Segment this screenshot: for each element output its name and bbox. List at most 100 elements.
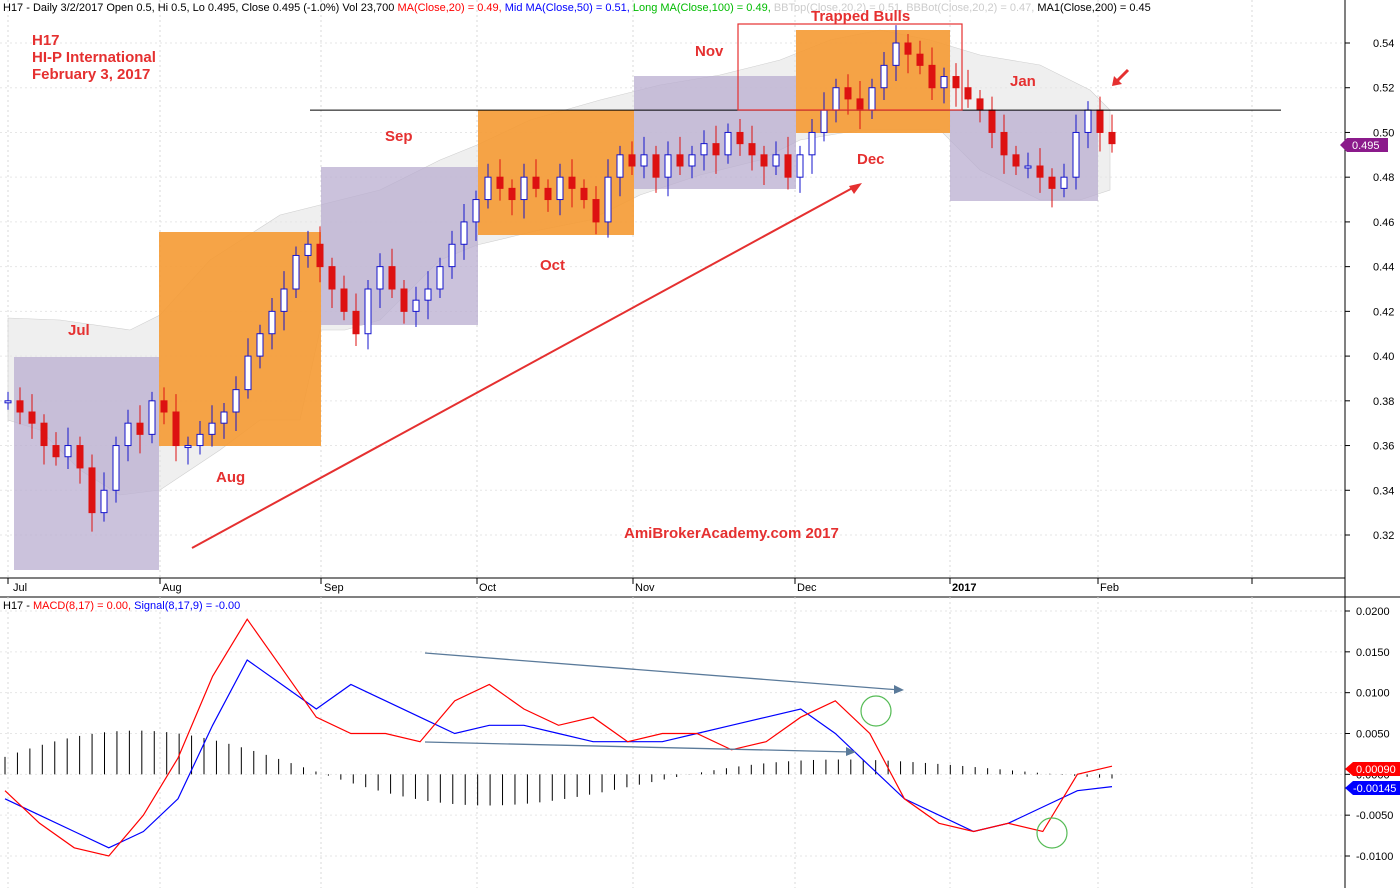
candle-body-4 bbox=[52, 445, 60, 458]
candle-body-80 bbox=[964, 87, 972, 100]
header-ma50: Mid MA(Close,50) = 0.51, bbox=[505, 2, 630, 14]
candle-body-67 bbox=[808, 131, 816, 156]
pointer-arrow-head bbox=[1112, 76, 1122, 86]
candle-body-48 bbox=[580, 187, 588, 201]
price-tick-label-7: 0.40 bbox=[1373, 351, 1394, 363]
candle-body-81 bbox=[976, 98, 984, 111]
macd-header: H17 - MACD(8,17) = 0.00, Signal(8,17,9) … bbox=[3, 600, 240, 612]
month-boxes bbox=[14, 30, 1098, 570]
macd-tick-label-1: 0.0150 bbox=[1356, 647, 1390, 659]
candle-body-9 bbox=[112, 445, 120, 491]
candle-body-86 bbox=[1036, 165, 1044, 178]
x-tick-jul: Jul bbox=[13, 582, 27, 594]
grid-lines bbox=[0, 0, 1345, 888]
candle-body-21 bbox=[256, 333, 264, 357]
crossover-circle-bullish bbox=[1036, 817, 1068, 849]
label-trapped-bulls: Trapped Bulls bbox=[811, 8, 910, 25]
candle-body-20 bbox=[244, 355, 252, 391]
uptrend-arrow-line bbox=[191, 184, 859, 549]
price-tick-label-11: 0.32 bbox=[1373, 530, 1394, 542]
candle-body-46 bbox=[556, 176, 564, 201]
macd-trend-arrow-lower bbox=[424, 741, 853, 753]
candle-body-45 bbox=[544, 187, 552, 201]
candles bbox=[4, 25, 1116, 532]
candle-body-88 bbox=[1060, 176, 1068, 189]
box-nov bbox=[634, 76, 796, 189]
candle-body-74 bbox=[892, 42, 900, 66]
candle-body-66 bbox=[796, 154, 804, 178]
candle-body-77 bbox=[928, 64, 936, 89]
candle-body-91 bbox=[1096, 109, 1104, 133]
x-tick-nov: Nov bbox=[635, 582, 655, 594]
candle-body-60 bbox=[724, 131, 732, 156]
crossover-circle-bearish bbox=[860, 695, 892, 727]
trapped-bulls-box bbox=[737, 23, 963, 111]
candle-body-16 bbox=[196, 433, 204, 447]
candle-body-40 bbox=[484, 176, 492, 201]
candle-body-92 bbox=[1108, 131, 1116, 145]
watermark: AmiBrokerAcademy.com 2017 bbox=[624, 525, 839, 542]
price-y-axis: 0.54 0.52 0.50 0.48 0.46 0.44 0.42 0.40 0.38 0.36… bbox=[1345, 38, 1394, 542]
candle-body-68 bbox=[820, 109, 828, 133]
header-info: Daily 3/2/2017 Open 0.5, Hi 0.5, Lo 0.49… bbox=[33, 2, 394, 14]
header-bbtop: BBTop(Close,20,2) = 0.51, bbox=[774, 2, 903, 14]
candle-body-22 bbox=[268, 310, 276, 335]
uptrend-arrow-head bbox=[849, 183, 862, 194]
candle-body-13 bbox=[160, 400, 168, 413]
header-ma100: Long MA(Close,100) = 0.49, bbox=[633, 2, 771, 14]
last-price-badge: 0.495 bbox=[1340, 138, 1388, 152]
candle-body-63 bbox=[760, 154, 768, 167]
candle-body-53 bbox=[640, 154, 648, 167]
candle-body-79 bbox=[952, 76, 960, 89]
candle-body-14 bbox=[172, 411, 180, 447]
candle-body-24 bbox=[292, 254, 300, 290]
candle-body-10 bbox=[124, 422, 132, 447]
candle-body-32 bbox=[388, 266, 396, 290]
candle-body-12 bbox=[148, 400, 156, 435]
label-dec: Dec bbox=[857, 151, 885, 168]
candle-body-64 bbox=[772, 154, 780, 167]
title-company: HI-P International bbox=[32, 49, 156, 66]
macd-trend-arrowhead-lower bbox=[846, 747, 856, 756]
x-tick-dec: Dec bbox=[797, 582, 817, 594]
candle-body-19 bbox=[232, 389, 240, 413]
box-jul bbox=[14, 357, 159, 570]
price-tick-label-8: 0.38 bbox=[1373, 396, 1394, 408]
candle-body-3 bbox=[40, 422, 48, 447]
candle-body-59 bbox=[712, 143, 720, 156]
label-aug: Aug bbox=[216, 469, 245, 486]
candle-body-5 bbox=[64, 445, 72, 458]
candle-body-51 bbox=[616, 154, 624, 178]
candle-body-57 bbox=[688, 154, 696, 167]
candle-body-26 bbox=[316, 243, 324, 268]
candle-body-47 bbox=[568, 176, 576, 189]
price-tick-label-5: 0.44 bbox=[1373, 262, 1394, 274]
candle-body-33 bbox=[400, 288, 408, 312]
x-tick-2017: 2017 bbox=[952, 582, 976, 594]
candle-body-38 bbox=[460, 221, 468, 245]
header-line: H17 - Daily 3/2/2017 Open 0.5, Hi 0.5, L… bbox=[3, 2, 1151, 14]
candle-body-76 bbox=[916, 53, 924, 66]
macd-header-signal: Signal(8,17,9) = -0.00 bbox=[134, 600, 240, 612]
candle-body-6 bbox=[76, 445, 84, 469]
candle-body-17 bbox=[208, 422, 216, 435]
candle-body-58 bbox=[700, 143, 708, 156]
candle-body-15 bbox=[184, 445, 192, 449]
candle-body-36 bbox=[436, 266, 444, 290]
candle-body-87 bbox=[1048, 176, 1056, 189]
candle-body-28 bbox=[340, 288, 348, 312]
macd-trend-arrow-upper bbox=[424, 652, 901, 691]
candle-body-11 bbox=[136, 422, 144, 435]
candle-body-49 bbox=[592, 199, 600, 223]
price-tick-label-6: 0.42 bbox=[1373, 306, 1394, 318]
price-tick-label-4: 0.46 bbox=[1373, 217, 1394, 229]
price-tick-label-10: 0.34 bbox=[1373, 485, 1394, 497]
candle-body-89 bbox=[1072, 131, 1080, 178]
candle-body-30 bbox=[364, 288, 372, 335]
macd-tick-label-2: 0.0100 bbox=[1356, 688, 1390, 700]
candle-body-31 bbox=[376, 266, 384, 290]
macd-tick-label-5: -0.0050 bbox=[1356, 810, 1393, 822]
candle-body-70 bbox=[844, 87, 852, 100]
candle-body-25 bbox=[304, 243, 312, 256]
